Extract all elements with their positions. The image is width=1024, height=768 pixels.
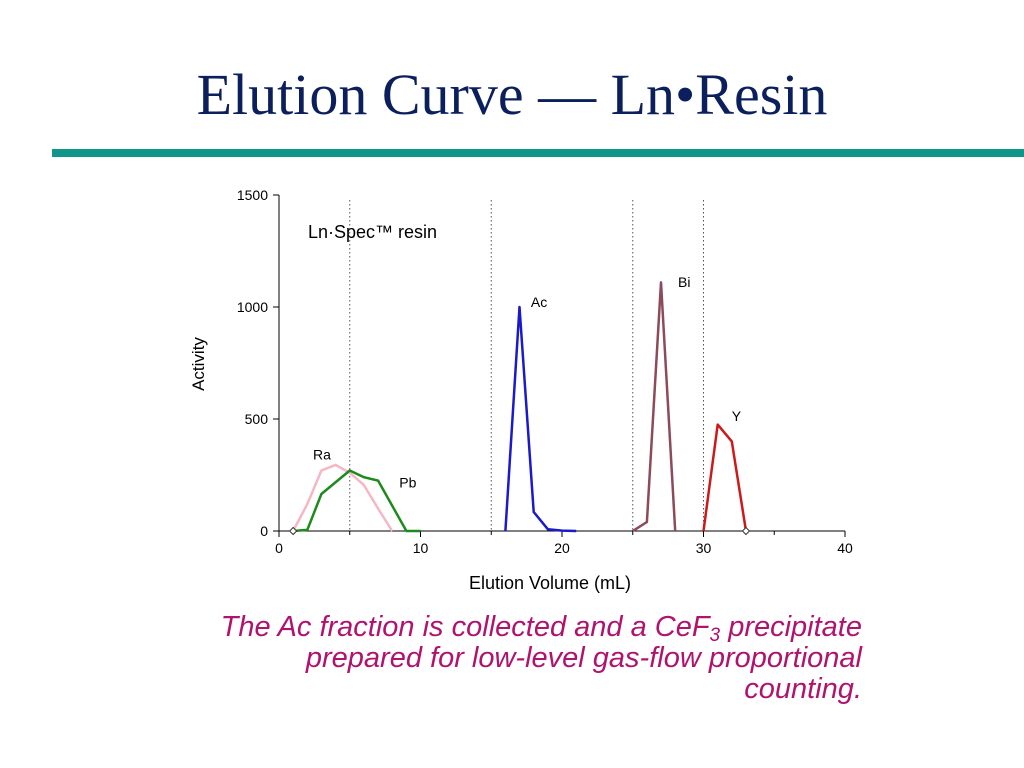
axis-ticks: 0 10 20 30 40 0 500 1000 1500	[237, 187, 853, 556]
fraction-boundaries	[349, 200, 704, 531]
series-label-ra: Ra	[313, 446, 331, 462]
slide-title: Elution Curve — Ln•Resin	[196, 62, 828, 127]
series-labels: Ra Pb Ac Bi Y	[313, 274, 742, 490]
y-tick-label: 0	[260, 523, 268, 539]
data-marker	[741, 526, 751, 536]
caption-subscript: 3	[709, 625, 721, 646]
caption-text-1: The Ac fraction is collected and a CeF	[220, 611, 710, 643]
series-label-y: Y	[732, 408, 742, 424]
caption: The Ac fraction is collected and a CeF3 …	[182, 612, 862, 705]
x-tick-label: 40	[837, 540, 853, 556]
y-tick-label: 500	[245, 411, 269, 427]
data-marker	[288, 526, 298, 536]
caption-text-2: precipitate prepared for low-level gas-f…	[305, 611, 862, 705]
series-line-pb	[293, 469, 421, 533]
series-label-ac: Ac	[531, 294, 547, 310]
x-tick-label: 0	[275, 540, 283, 556]
y-axis-label: Activity	[189, 337, 208, 391]
series-line-ac	[504, 305, 577, 533]
series-lines	[291, 281, 748, 533]
data-markers	[288, 526, 751, 536]
inset-label: Ln·Spec™ resin	[308, 222, 437, 242]
title-accent-rule	[52, 149, 1024, 157]
series-line-bi	[632, 281, 677, 533]
x-tick-label: 30	[696, 540, 712, 556]
series-label-bi: Bi	[678, 274, 690, 290]
series-line-y	[702, 423, 748, 532]
x-axis-label: Elution Volume (mL)	[469, 573, 631, 593]
y-tick-label: 1500	[237, 187, 268, 203]
series-line-ra	[291, 463, 394, 532]
chart-axes	[278, 195, 845, 532]
series-label-pb: Pb	[399, 474, 416, 490]
x-tick-label: 20	[554, 540, 570, 556]
y-tick-label: 1000	[237, 299, 268, 315]
x-tick-label: 10	[413, 540, 429, 556]
